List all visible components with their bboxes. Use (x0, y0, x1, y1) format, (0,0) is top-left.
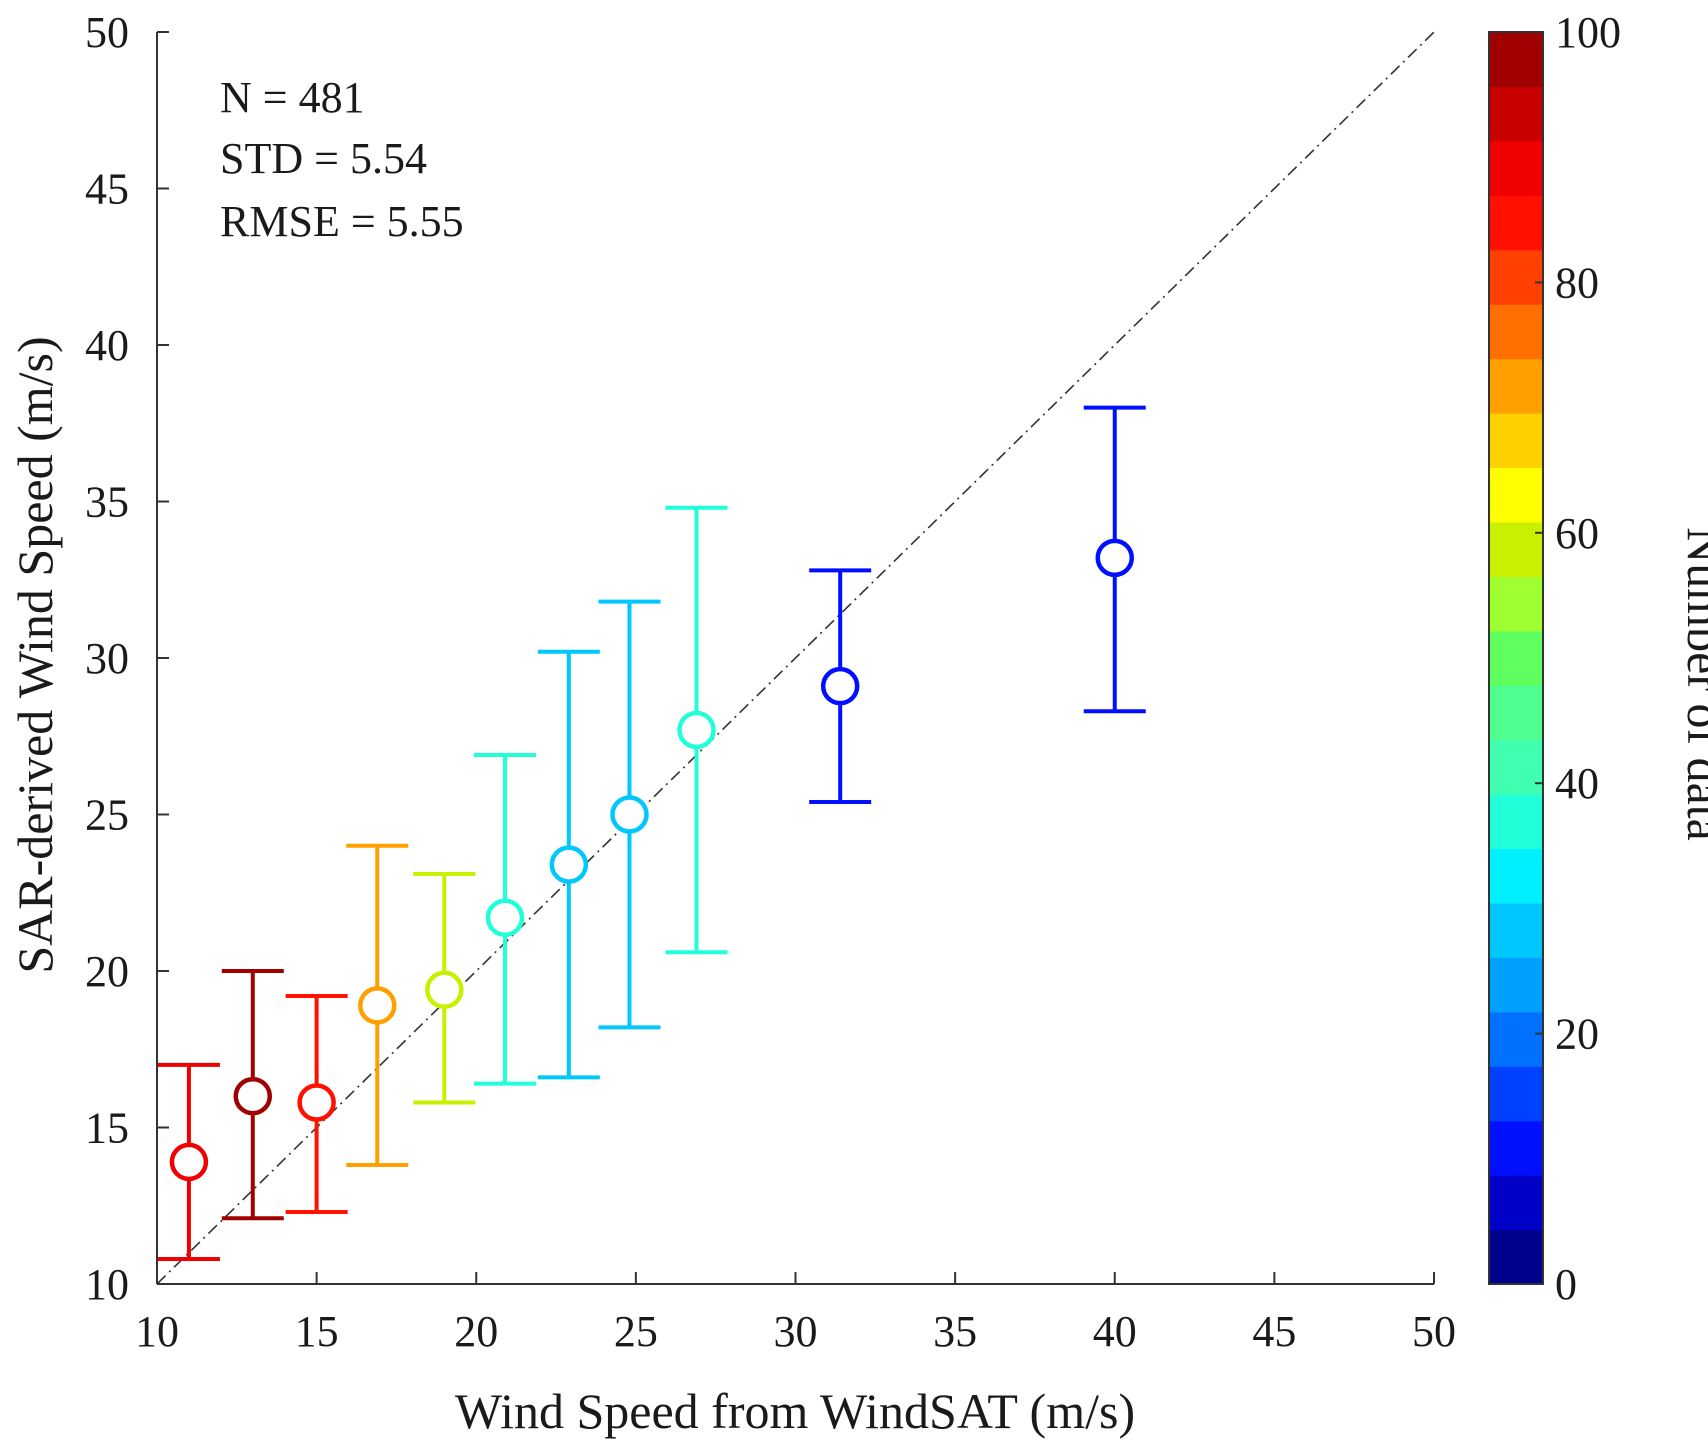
data-point-10 (809, 568, 872, 804)
colorbar-band (1489, 739, 1543, 795)
mean-marker (297, 1083, 336, 1122)
y-tick-label: 15 (85, 1104, 129, 1153)
plot-axes: 10 15 20 25 30 35 40 45 50 10 15 20 25 30 35 40 45 50 (85, 8, 1456, 1356)
colorbar-band (1489, 848, 1543, 904)
y-tick-label: 10 (85, 1260, 129, 1309)
x-tick-label: 15 (295, 1307, 339, 1356)
mean-marker (425, 970, 464, 1010)
y-tick-label: 45 (85, 165, 129, 214)
colorbar-band (1489, 86, 1543, 142)
colorbar-band (1489, 576, 1543, 632)
x-tick-label: 40 (1093, 1307, 1137, 1356)
data-point-4 (346, 843, 409, 1168)
colorbar-tick-label: 100 (1555, 8, 1621, 57)
data-point-8 (598, 599, 661, 1030)
colorbar-band (1489, 521, 1543, 577)
y-tick-label: 25 (85, 791, 129, 840)
data-point-6 (473, 753, 536, 1086)
colorbar-band (1489, 902, 1543, 958)
colorbar-band (1489, 195, 1543, 251)
data-marks (157, 405, 1146, 1261)
stat-std: STD = 5.54 (220, 134, 427, 183)
colorbar-band (1489, 685, 1543, 741)
colorbar-title: Number of data (1677, 527, 1708, 841)
colorbar-band (1489, 304, 1543, 360)
colorbar-band (1489, 794, 1543, 850)
data-point-11 (1083, 405, 1146, 714)
mean-marker (677, 710, 716, 750)
mean-marker (1095, 538, 1134, 578)
colorbar-band (1489, 1120, 1543, 1176)
data-point-2 (221, 969, 284, 1221)
data-point-7 (537, 649, 600, 1080)
mean-marker (358, 986, 397, 1025)
colorbar-band (1489, 1011, 1543, 1067)
data-point-9 (665, 505, 728, 955)
one-to-one-line (156, 31, 1435, 1285)
y-tick-label: 30 (85, 634, 129, 683)
colorbar-band (1489, 1066, 1543, 1122)
y-tick-label: 20 (85, 947, 129, 996)
colorbar-tick-label: 80 (1555, 258, 1599, 307)
colorbar-band (1489, 467, 1543, 523)
x-tick-label: 50 (1412, 1307, 1456, 1356)
colorbar-band (1489, 413, 1543, 469)
x-tick-label: 35 (933, 1307, 977, 1356)
mean-marker (610, 795, 649, 834)
data-point-1 (157, 1062, 220, 1261)
mean-marker (233, 1076, 273, 1116)
y-tick-label: 35 (85, 478, 129, 527)
stat-n: N = 481 (220, 73, 365, 122)
x-tick-label: 25 (614, 1307, 658, 1356)
stat-rmse: RMSE = 5.55 (220, 197, 464, 246)
mean-marker (485, 898, 525, 938)
y-tick-label: 50 (85, 8, 129, 57)
y-tick-label: 40 (85, 321, 129, 370)
colorbar-band (1489, 1229, 1543, 1285)
data-point-3 (285, 994, 348, 1215)
x-tick-label: 45 (1252, 1307, 1296, 1356)
colorbar-band (1489, 358, 1543, 414)
x-tick-label: 10 (135, 1307, 179, 1356)
colorbar-frame (1488, 31, 1544, 1285)
x-tick-label: 20 (454, 1307, 498, 1356)
data-point-5 (413, 871, 476, 1105)
colorbar-tick-label: 0 (1555, 1260, 1577, 1309)
stats-annotation: N = 481 STD = 5.54 RMSE = 5.55 (220, 73, 464, 246)
colorbar-tick-label: 40 (1555, 759, 1599, 808)
mean-marker (549, 845, 589, 884)
colorbar-band (1489, 1175, 1543, 1231)
colorbar-band (1489, 32, 1543, 88)
x-axis-title: Wind Speed from WindSAT (m/s) (455, 1383, 1135, 1439)
colorbar-tick-label: 20 (1555, 1010, 1599, 1059)
x-tick-label: 30 (774, 1307, 818, 1356)
mean-marker (169, 1142, 209, 1182)
colorbar-band (1489, 957, 1543, 1013)
colorbar-band (1489, 140, 1543, 196)
colorbar-band (1489, 630, 1543, 686)
reference-line-group (156, 31, 1435, 1285)
mean-marker (820, 666, 860, 706)
y-axis-title: SAR-derived Wind Speed (m/s) (7, 336, 63, 973)
colorbar: 0 20 40 60 80 100 (1488, 8, 1621, 1309)
colorbar-tick-label: 60 (1555, 509, 1599, 558)
colorbar-band (1489, 249, 1543, 305)
